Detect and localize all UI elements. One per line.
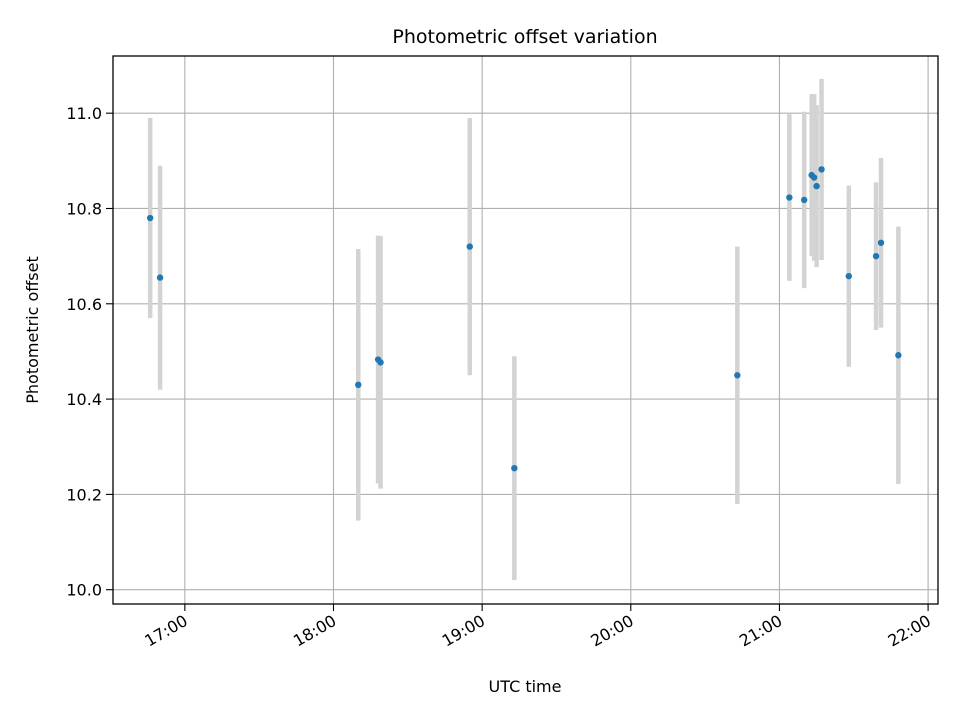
data-point bbox=[146, 214, 154, 222]
data-points bbox=[146, 166, 902, 472]
data-point bbox=[355, 381, 362, 388]
data-point bbox=[466, 243, 473, 250]
data-point bbox=[877, 239, 885, 246]
data-point bbox=[377, 359, 384, 366]
y-axis: 10.0 10.2 10.4 10.6 10.8 11.0 bbox=[66, 104, 113, 600]
data-point bbox=[156, 274, 164, 281]
data-point bbox=[786, 194, 793, 201]
plot-frame bbox=[112, 55, 939, 605]
data-point bbox=[734, 372, 741, 379]
chart-title: Photometric offset variation bbox=[392, 26, 657, 48]
data-point bbox=[872, 252, 880, 260]
y-tick-label: 10.8 bbox=[66, 199, 102, 218]
y-tick-label: 10.2 bbox=[66, 485, 102, 504]
y-tick-label: 10.6 bbox=[66, 295, 102, 314]
data-point bbox=[511, 464, 518, 472]
data-point bbox=[895, 352, 902, 359]
data-point bbox=[845, 272, 853, 280]
data-point bbox=[813, 182, 820, 190]
data-point bbox=[818, 166, 825, 173]
y-tick-label: 10.0 bbox=[66, 581, 102, 600]
x-axis-label: UTC time bbox=[489, 677, 562, 696]
y-axis-label: Photometric offset bbox=[23, 256, 42, 404]
data-point bbox=[801, 196, 808, 204]
y-tick-label: 10.4 bbox=[66, 390, 102, 409]
data-point bbox=[810, 174, 818, 181]
grid bbox=[113, 56, 938, 604]
y-tick-label: 11.0 bbox=[66, 104, 102, 123]
